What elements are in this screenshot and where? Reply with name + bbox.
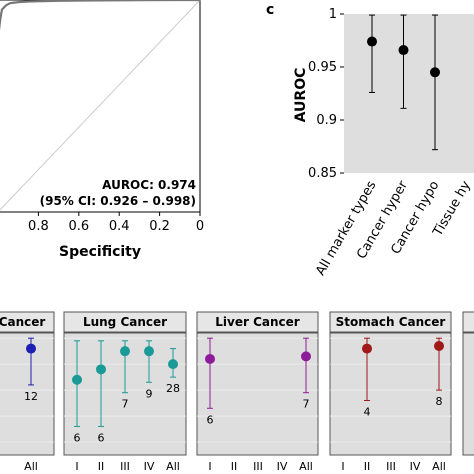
stage-sample-count: 9	[146, 387, 153, 400]
stage-panel-plot-area	[329, 332, 452, 456]
panel-c-y-tick-label: 0.85	[308, 166, 337, 181]
roc-annotation-ci: (95% CI: 0.926 – 0.998)	[40, 194, 196, 208]
stage-panel-title-strip	[196, 311, 319, 333]
roc-x-tick-label: 0	[196, 219, 204, 234]
roc-annotation-auroc: AUROC: 0.974	[102, 178, 196, 192]
stage-category-label: I	[208, 460, 211, 473]
panel-c-point	[367, 36, 377, 47]
stage-sample-count: 8	[436, 395, 443, 408]
roc-x-tick-label: 0.2	[149, 219, 170, 234]
stage-category-label: III	[386, 460, 396, 473]
stage-category-label: III	[253, 460, 263, 473]
stage-point	[168, 359, 178, 370]
panel-c-y-ticks: 0.85 0.9 0.95 1	[308, 7, 344, 181]
stage-panel-plot-area	[0, 332, 55, 456]
panel-c-y-tick-label: 0.9	[316, 113, 337, 128]
panel-c-point	[430, 67, 440, 78]
stage-point	[120, 346, 130, 357]
panel-c-plot-area	[344, 14, 474, 173]
stage-point	[434, 340, 444, 351]
roc-x-ticks: 0.8 0.6 0.4 0.2 0	[28, 212, 204, 234]
roc-x-tick-label: 0.4	[109, 219, 130, 234]
stage-panel-plot-area-partial	[462, 332, 474, 456]
panel-c-y-tick-label: 0.95	[308, 60, 337, 75]
stage-sample-count: 6	[98, 431, 105, 444]
stage-point	[205, 353, 215, 364]
roc-curve	[0, 0, 200, 32]
stage-sample-count: 4	[364, 405, 371, 418]
stage-point	[96, 364, 106, 375]
stage-sample-count: 7	[303, 398, 310, 411]
stage-panel: Cancer All 12	[0, 311, 55, 473]
panel-letter-c: c	[266, 2, 274, 18]
stage-category-label: I	[341, 460, 344, 473]
panel-c-y-tick-label: 1	[329, 7, 337, 22]
stage-panel-title-strip	[63, 311, 187, 333]
roc-x-tick-label: 0.8	[28, 219, 49, 234]
stage-point	[362, 343, 372, 354]
roc-x-tick-label: 0.6	[68, 219, 89, 234]
stage-category-label: II	[364, 460, 371, 473]
stage-panel-title-strip	[329, 311, 452, 333]
stage-panel-title: Liver Cancer	[215, 315, 300, 329]
panel-c-point	[398, 45, 409, 56]
stage-panel-title: Lung Cancer	[83, 315, 167, 329]
panel-c-points	[367, 14, 440, 151]
stage-panel-title-strip	[0, 311, 55, 333]
stage-panel-plot-area	[196, 332, 319, 456]
stage-category-label: II	[231, 460, 238, 473]
stage-category-label: IV	[410, 460, 421, 473]
stage-point	[26, 343, 36, 354]
panel-c-ylabel: AUROC	[293, 68, 309, 123]
stage-panel-title: Cancer	[0, 315, 45, 329]
stage-category-label: IV	[277, 460, 288, 473]
roc-xlabel: Specificity	[59, 244, 141, 260]
stage-category-label: All	[299, 460, 313, 473]
stage-sample-count: 12	[24, 390, 38, 403]
stage-category-label: II	[98, 460, 105, 473]
roc-diagonal	[0, 0, 201, 211]
stage-sample-count: 6	[74, 431, 81, 444]
stage-sample-count: 6	[207, 413, 214, 426]
stage-panel-title: Stomach Cancer	[336, 315, 446, 329]
stage-sample-count: 7	[122, 398, 129, 411]
stage-panel-title-strip-partial	[462, 311, 474, 333]
roc-panel: 0.8 0.6 0.4 0.2 0 Specificity AUROC: 0.974 (…	[0, 0, 204, 260]
stage-point	[301, 351, 311, 362]
stage-category-label: All	[166, 460, 180, 473]
stage-point	[72, 374, 82, 385]
stage-sample-count: 28	[166, 382, 180, 395]
stage-category-label: All	[432, 460, 446, 473]
stage-category-label: IV	[144, 460, 155, 473]
stage-category-label: III	[120, 460, 130, 473]
stage-point	[144, 346, 154, 357]
stage-category-label: I	[75, 460, 78, 473]
stage-category-label: All	[24, 460, 38, 473]
